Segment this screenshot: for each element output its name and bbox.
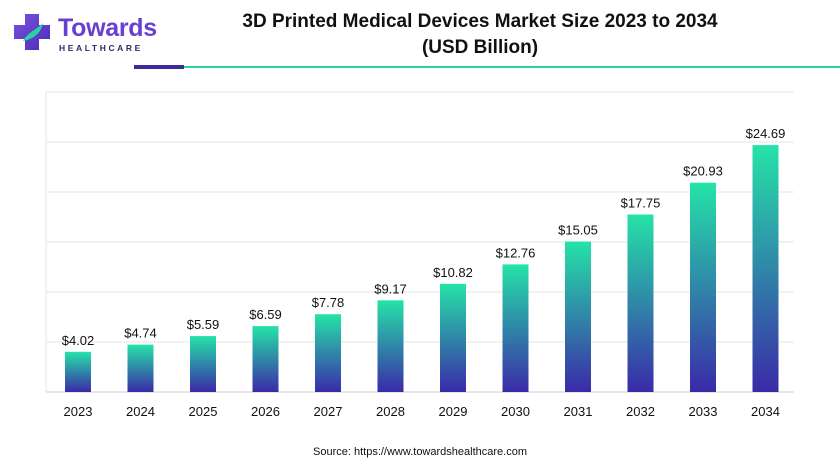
value-label-2032: $17.75: [621, 196, 661, 211]
medical-cross-logo-icon: [14, 14, 50, 50]
x-tick-2034: 2034: [751, 404, 780, 419]
value-label-2023: $4.02: [62, 333, 95, 348]
value-label-2027: $7.78: [312, 295, 345, 310]
value-label-2025: $5.59: [187, 317, 220, 332]
bar-2025: [190, 336, 216, 392]
x-tick-2029: 2029: [439, 404, 468, 419]
brand-tagline: HEALTHCARE: [59, 43, 143, 53]
bar-2028: [377, 300, 404, 392]
x-axis-ticks: 2023 2024 2025 2026 2027 2028 2029 2030 2031 2032…: [64, 404, 780, 419]
chart-title: 3D Printed Medical Devices Market Size 2…: [170, 9, 790, 61]
value-label-2034: $24.69: [746, 126, 786, 141]
bar-2032: [627, 214, 654, 392]
value-label-2026: $6.59: [249, 307, 282, 322]
value-label-2029: $10.82: [433, 265, 473, 280]
header: Towards HEALTHCARE 3D Printed Medical De…: [0, 0, 840, 72]
value-label-2024: $4.74: [124, 326, 157, 341]
bar-2033: [690, 182, 716, 392]
x-tick-2033: 2033: [689, 404, 718, 419]
source-note: Source: https://www.towardshealthcare.co…: [313, 446, 527, 458]
bar-2034: [752, 145, 779, 392]
x-tick-2024: 2024: [126, 404, 155, 419]
bars: [65, 145, 779, 392]
brand-name: Towards: [58, 14, 157, 42]
chart-title-main: 3D Printed Medical Devices Market Size 2…: [242, 11, 718, 32]
header-rule-accent: [134, 65, 184, 69]
bar-2026: [252, 326, 279, 392]
chart-subtitle: (USD Billion): [421, 37, 539, 58]
x-tick-2027: 2027: [314, 404, 343, 419]
x-tick-2032: 2032: [626, 404, 655, 419]
bar-2030: [502, 264, 529, 392]
brand-logo[interactable]: Towards HEALTHCARE: [12, 10, 172, 60]
value-label-2028: $9.17: [374, 281, 407, 296]
header-rule: [184, 66, 840, 68]
x-tick-2030: 2030: [501, 404, 530, 419]
value-labels: $4.02 $4.74 $5.59 $6.59 $7.78 $9.17 $10.82 $12.…: [62, 126, 786, 348]
bar-2023: [65, 351, 91, 392]
value-label-2033: $20.93: [683, 164, 723, 179]
x-tick-2031: 2031: [564, 404, 593, 419]
x-tick-2026: 2026: [251, 404, 280, 419]
value-label-2030: $12.76: [496, 245, 536, 260]
x-tick-2028: 2028: [376, 404, 405, 419]
bar-2027: [315, 314, 341, 392]
bar-2024: [127, 344, 154, 392]
bar-2029: [440, 283, 466, 392]
x-tick-2023: 2023: [64, 404, 93, 419]
x-tick-2025: 2025: [189, 404, 218, 419]
bar-2031: [565, 241, 591, 392]
gridlines: [45, 91, 794, 393]
value-label-2031: $15.05: [558, 223, 598, 238]
